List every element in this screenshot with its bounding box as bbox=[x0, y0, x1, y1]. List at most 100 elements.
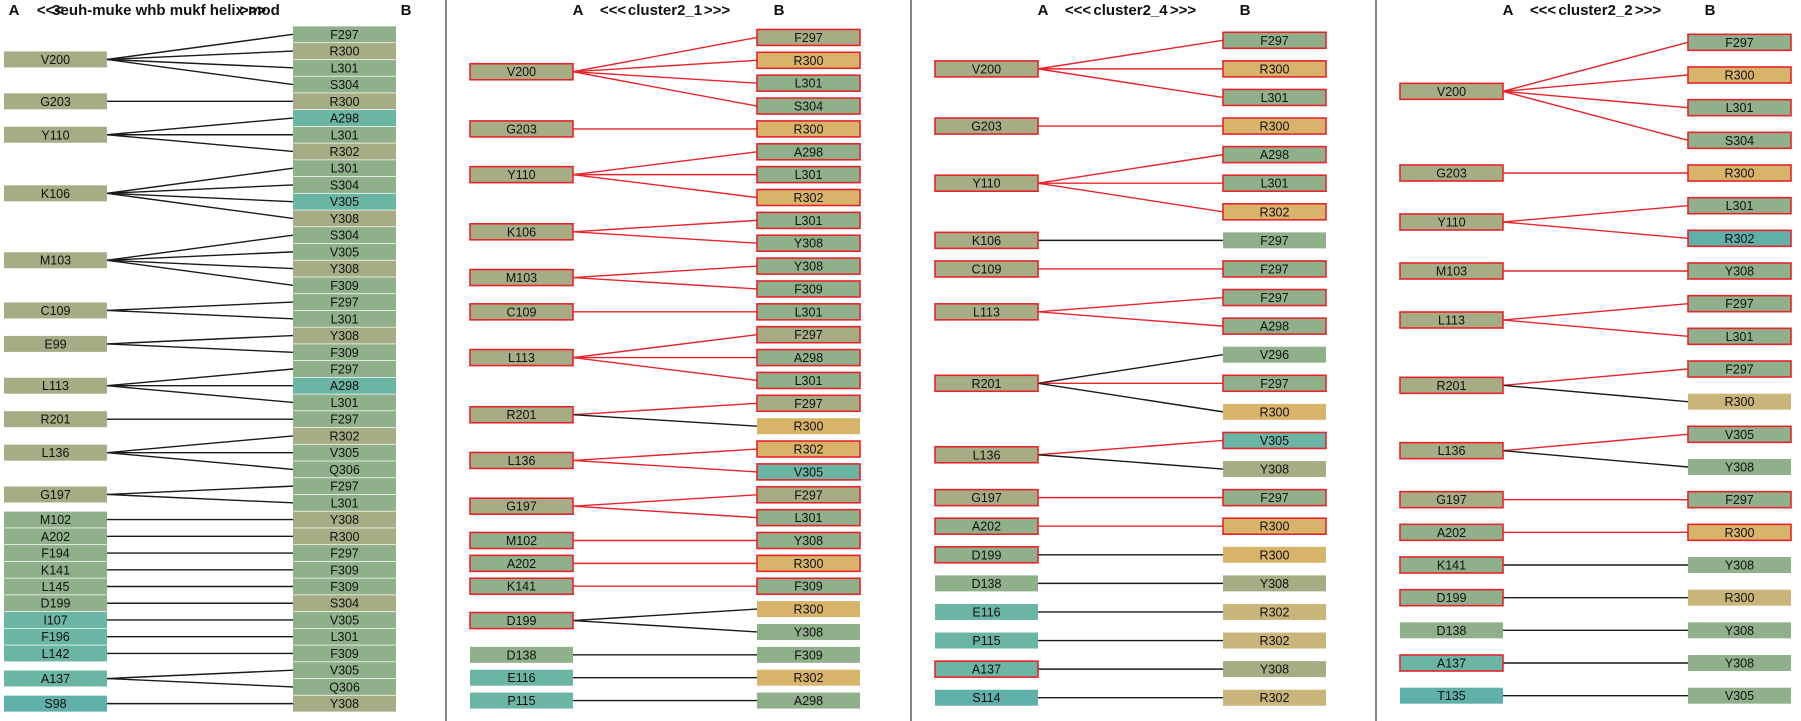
residue-b-box bbox=[757, 601, 860, 618]
link-line bbox=[106, 167, 294, 195]
residue-a-label: D199 bbox=[972, 548, 1002, 562]
residue-b-box bbox=[756, 74, 861, 92]
link-line bbox=[106, 493, 294, 504]
link-line bbox=[572, 71, 758, 107]
residue-b-box bbox=[1222, 488, 1327, 507]
link-line bbox=[1502, 319, 1689, 338]
residue-a-box bbox=[4, 185, 107, 202]
residue-b-box bbox=[293, 176, 396, 193]
link-line bbox=[106, 58, 294, 69]
residue-a-box bbox=[1399, 588, 1504, 607]
residue-b-box bbox=[293, 43, 396, 60]
residue-b-label: V305 bbox=[330, 613, 359, 627]
residue-b-label: R300 bbox=[794, 122, 824, 136]
residue-a-label: G197 bbox=[506, 500, 537, 514]
residue-b-label: F297 bbox=[1260, 491, 1289, 505]
residue-b-box bbox=[756, 348, 861, 367]
residue-a-label: D199 bbox=[41, 597, 71, 611]
link-line bbox=[1502, 74, 1689, 93]
residue-b-label: L301 bbox=[1726, 199, 1754, 213]
residue-b-label: L301 bbox=[1261, 91, 1289, 105]
residue-b-label: Y308 bbox=[330, 262, 359, 276]
residue-b-label: F297 bbox=[794, 488, 823, 502]
link-line bbox=[106, 134, 294, 153]
residue-b-label: S304 bbox=[330, 229, 359, 243]
link-line bbox=[572, 231, 758, 244]
link-line bbox=[572, 265, 758, 279]
residue-b-label: Y308 bbox=[330, 212, 359, 226]
residue-b-label: F309 bbox=[330, 279, 359, 293]
residue-b-label: F297 bbox=[1260, 262, 1289, 276]
panel-title: cluster2_2 bbox=[1558, 2, 1632, 19]
header-left-arrows: <<< bbox=[37, 2, 64, 19]
residue-a-label: C109 bbox=[972, 262, 1002, 276]
residue-a-box bbox=[934, 117, 1039, 135]
residue-b-box bbox=[756, 485, 861, 504]
residue-b-label: F297 bbox=[794, 31, 823, 45]
residue-b-box bbox=[293, 344, 396, 361]
residue-a-box bbox=[4, 670, 107, 687]
residue-a-box bbox=[4, 628, 107, 645]
residue-b-label: S304 bbox=[330, 78, 359, 92]
residue-b-label: R300 bbox=[330, 95, 360, 109]
link-line bbox=[1037, 439, 1224, 456]
link-line bbox=[106, 669, 294, 680]
residue-b-box bbox=[757, 669, 860, 686]
residue-b-label: L301 bbox=[795, 305, 823, 319]
residue-b-box bbox=[1222, 88, 1327, 107]
residue-a-box bbox=[469, 531, 574, 550]
residue-b-box bbox=[1223, 603, 1326, 620]
residue-b-box bbox=[1687, 196, 1792, 215]
link-line bbox=[106, 50, 294, 61]
residue-a-box bbox=[470, 669, 573, 686]
link-line bbox=[1037, 39, 1224, 70]
residue-a-label: M102 bbox=[40, 513, 71, 527]
residue-a-box bbox=[4, 545, 107, 562]
residue-a-box bbox=[469, 554, 574, 573]
residue-b-box bbox=[1688, 459, 1791, 475]
header-a-label: A bbox=[1503, 2, 1514, 19]
residue-b-label: F309 bbox=[794, 580, 823, 594]
residue-b-box bbox=[293, 695, 396, 712]
residue-b-box bbox=[1223, 346, 1326, 363]
residue-a-box bbox=[4, 51, 107, 68]
residue-a-box bbox=[935, 575, 1038, 592]
residue-a-label: Y110 bbox=[1437, 216, 1465, 230]
panel-title: cluster2_4 bbox=[1093, 2, 1168, 19]
residue-a-label: M103 bbox=[1436, 265, 1467, 279]
residue-b-box bbox=[757, 692, 860, 709]
residue-b-label: L301 bbox=[795, 77, 823, 91]
residue-a-box bbox=[4, 486, 107, 503]
residue-a-label: R201 bbox=[41, 413, 71, 427]
link-line bbox=[106, 234, 294, 261]
link-line bbox=[106, 58, 294, 86]
residue-b-label: F297 bbox=[1260, 234, 1289, 248]
residue-b-label: R300 bbox=[1260, 548, 1290, 562]
residue-a-label: S114 bbox=[972, 691, 1000, 705]
link-line bbox=[572, 494, 758, 507]
residue-b-box bbox=[293, 427, 396, 444]
residue-b-box bbox=[293, 110, 396, 127]
residue-b-box bbox=[1688, 655, 1791, 671]
residue-a-label: L113 bbox=[1438, 314, 1465, 328]
residue-a-label: L113 bbox=[42, 379, 69, 393]
residue-b-label: A298 bbox=[794, 145, 823, 159]
link-line bbox=[1502, 384, 1689, 403]
residue-b-label: F297 bbox=[1260, 377, 1289, 391]
residue-a-box bbox=[470, 692, 573, 709]
residue-a-label: F196 bbox=[41, 630, 70, 644]
residue-b-box bbox=[757, 623, 860, 640]
residue-b-box bbox=[1223, 461, 1326, 478]
residue-a-box bbox=[469, 303, 574, 321]
residue-b-label: S304 bbox=[1725, 134, 1754, 148]
residue-a-box bbox=[4, 126, 107, 143]
residue-b-box bbox=[1687, 229, 1792, 248]
residue-b-box bbox=[1222, 317, 1327, 335]
residue-b-box bbox=[757, 646, 860, 663]
residue-b-box bbox=[293, 494, 396, 511]
residue-b-label: S304 bbox=[330, 178, 359, 192]
residue-b-label: A298 bbox=[330, 379, 359, 393]
residue-b-box bbox=[1222, 117, 1327, 135]
residue-a-box bbox=[934, 660, 1039, 678]
residue-a-label: V200 bbox=[507, 65, 536, 79]
